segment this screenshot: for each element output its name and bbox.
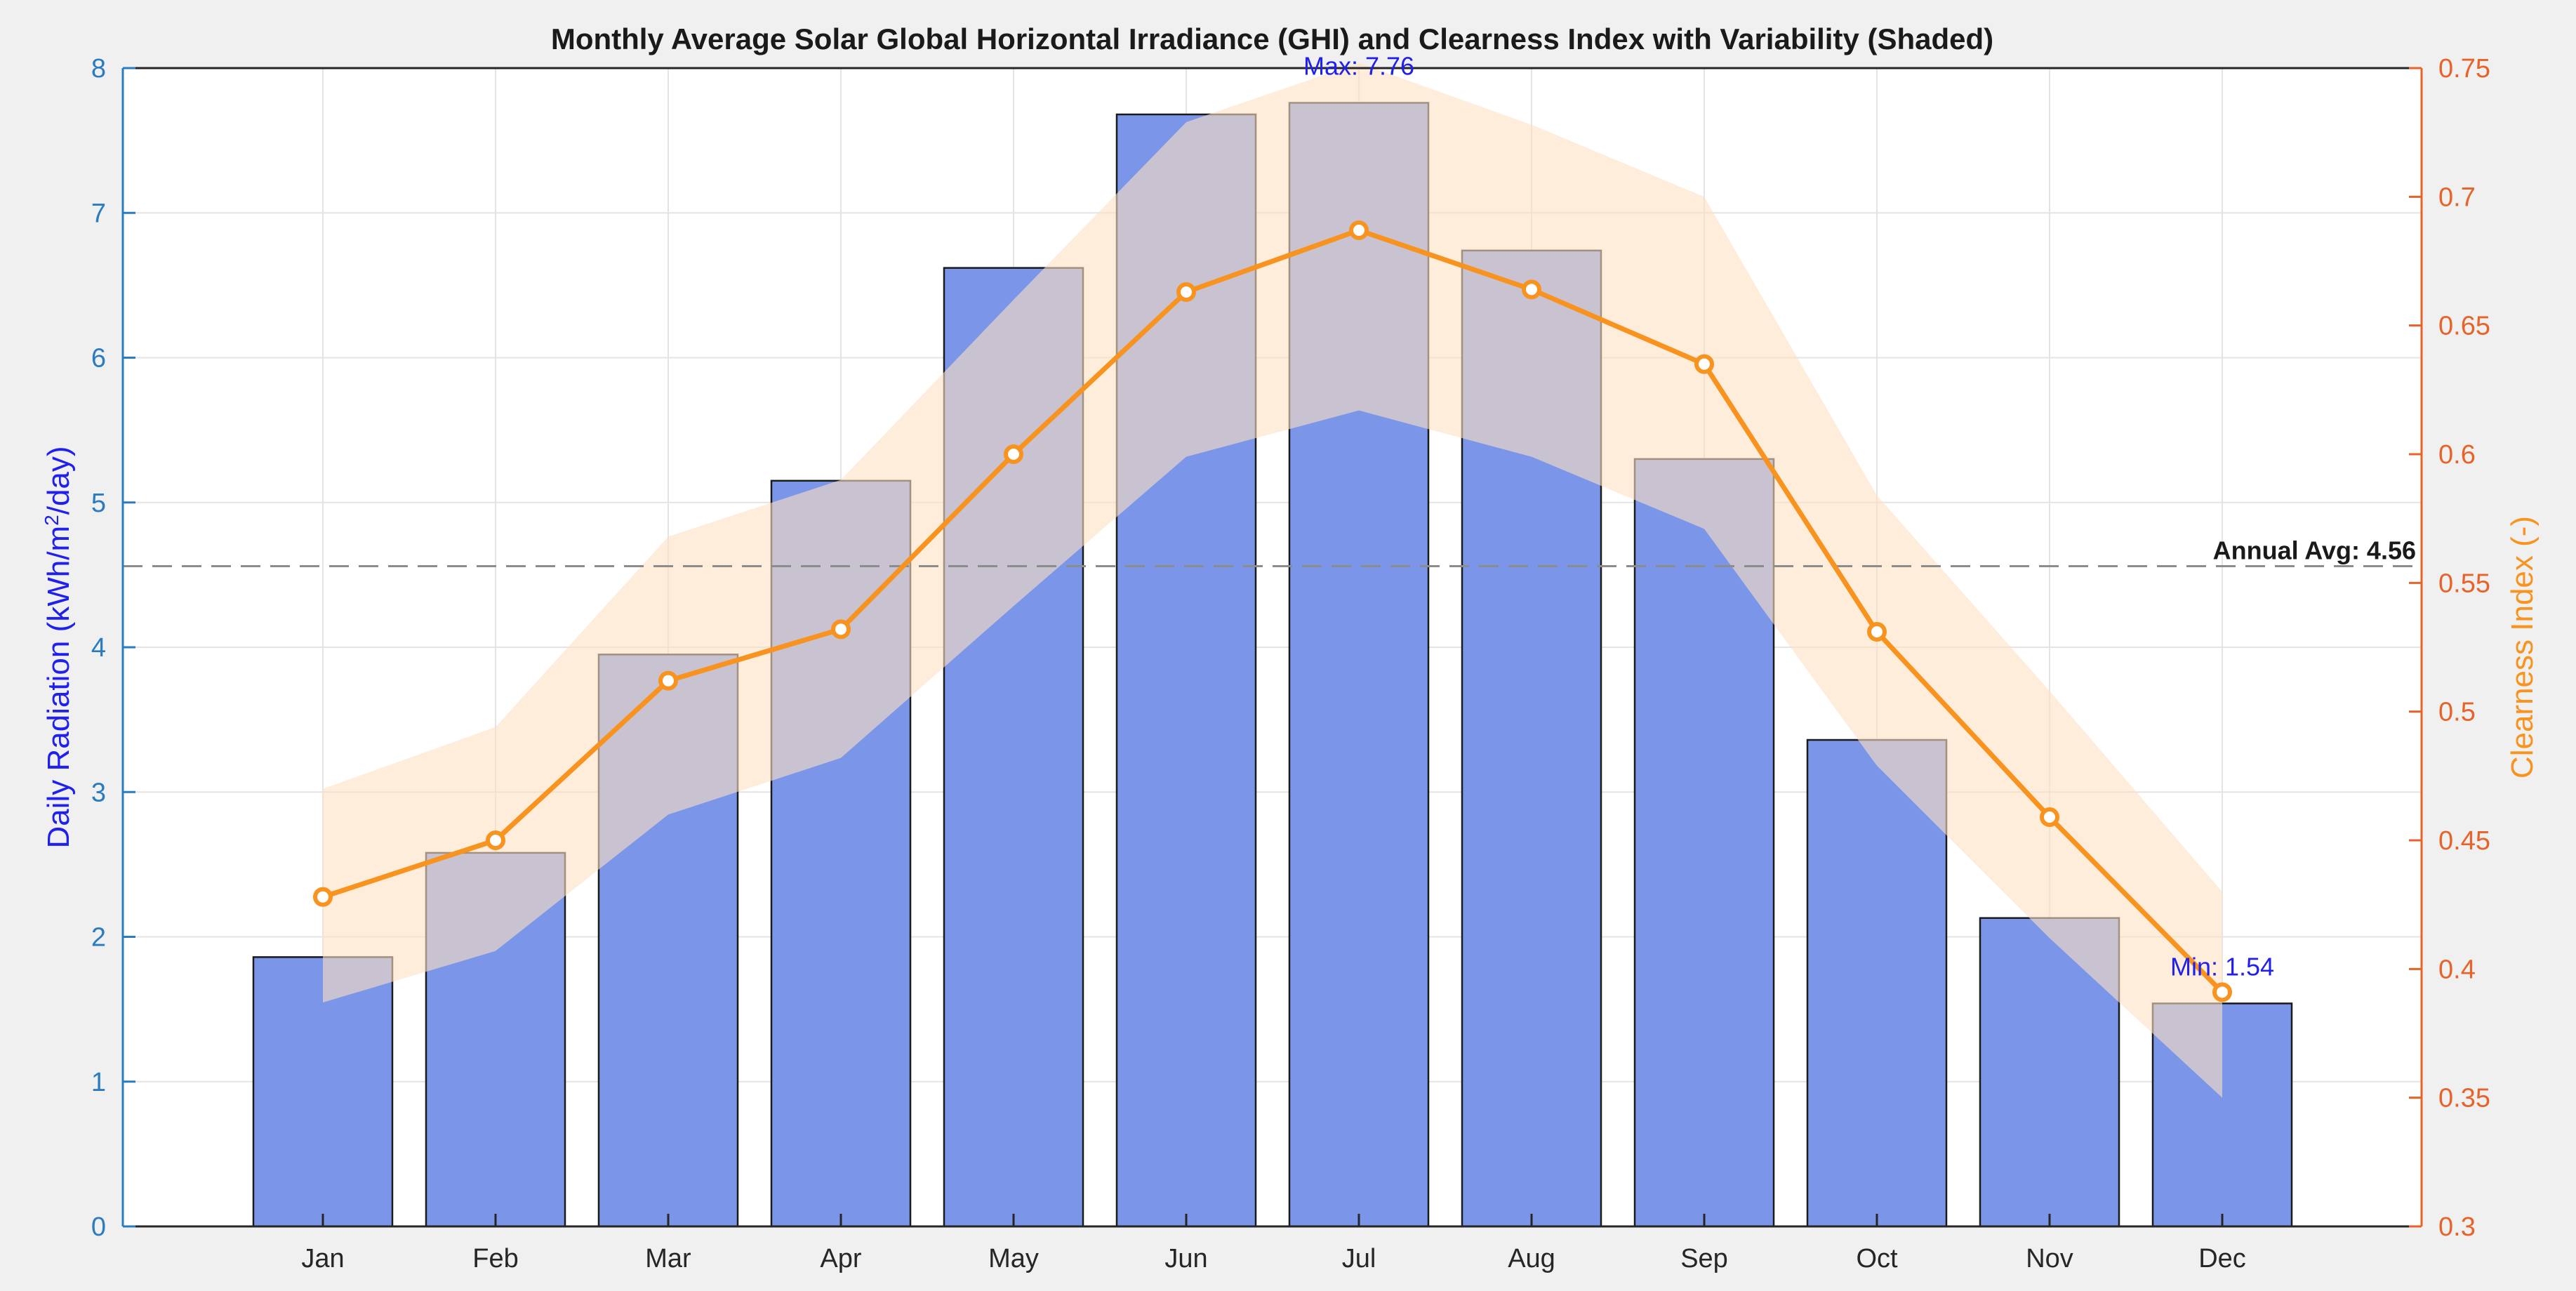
left-axis-label: Daily Radiation (kWh/m2/day)	[41, 446, 77, 848]
x-tick-label-aug: Aug	[1508, 1244, 1555, 1273]
x-tick-label-mar: Mar	[645, 1244, 691, 1273]
left-axis-label-suffix: /day)	[41, 446, 76, 515]
clearness-point-nov	[2040, 807, 2059, 827]
clearness-point-jun	[1176, 282, 1196, 302]
x-tick-label-sep: Sep	[1680, 1244, 1728, 1273]
clearness-point-feb	[486, 830, 505, 850]
x-tick-label-may: May	[988, 1244, 1039, 1273]
right-tick-label: 0.6	[2438, 440, 2476, 470]
right-tick-label: 0.7	[2438, 183, 2476, 212]
left-tick-label: 7	[91, 199, 106, 228]
x-tick-label-jun: Jun	[1164, 1244, 1207, 1273]
min-annotation: Min: 1.54	[2170, 952, 2274, 981]
axes	[121, 67, 2423, 1228]
left-tick-label: 5	[91, 489, 106, 518]
bar-oct	[1806, 739, 1948, 1228]
clearness-point-may	[1004, 444, 1023, 464]
clearness-point-aug	[1522, 279, 1541, 300]
right-axis-label: Clearness Index (-)	[2505, 516, 2540, 779]
x-tick-label-jul: Jul	[1342, 1244, 1376, 1273]
clearness-point-dec	[2212, 982, 2232, 1002]
variability-band	[323, 62, 2222, 1098]
clearness-point-oct	[1867, 622, 1887, 642]
variability-band-area	[323, 62, 2222, 1098]
clearness-line	[321, 227, 2224, 994]
left-tick-label: 1	[91, 1068, 106, 1097]
clearness-point-mar	[658, 670, 678, 691]
clearness-point-jan	[313, 887, 333, 907]
right-tick-label: 0.3	[2438, 1212, 2476, 1242]
right-tick-label: 0.75	[2438, 54, 2490, 84]
annual-average: Annual Avg: 4.56	[123, 536, 2422, 567]
right-tick-label: 0.45	[2438, 826, 2490, 856]
left-tick-label: 6	[91, 344, 106, 373]
clearness-point-apr	[831, 619, 851, 640]
x-tick-label-feb: Feb	[472, 1244, 518, 1273]
right-tick-label: 0.65	[2438, 312, 2490, 341]
chart-text: 0 1 2 3 4 5 6 7 8 0.3 0.35 0.4 0.45 0.5 0.55 0.6 0.65 0.7…	[41, 22, 2540, 1273]
left-axis-label-sup: 2	[41, 515, 62, 526]
left-axis-label-prefix: Daily Radiation (kWh/m	[41, 526, 76, 849]
clearness-point-sep	[1694, 354, 1714, 374]
x-tick-label-apr: Apr	[820, 1244, 861, 1273]
x-tick-label-jan: Jan	[301, 1244, 344, 1273]
right-tick-label: 0.4	[2438, 955, 2476, 984]
max-annotation: Max: 7.76	[1303, 52, 1414, 81]
x-tick-label-oct: Oct	[1856, 1244, 1898, 1273]
x-tick-label-nov: Nov	[2026, 1244, 2073, 1273]
left-tick-label: 4	[91, 633, 106, 663]
clearness-point-jul	[1349, 220, 1369, 240]
left-tick-label: 0	[91, 1212, 106, 1242]
x-tick-label-dec: Dec	[2198, 1244, 2246, 1273]
left-tick-label: 3	[91, 778, 106, 807]
right-tick-label: 0.35	[2438, 1084, 2490, 1113]
right-tick-label: 0.5	[2438, 698, 2476, 727]
clearness-series	[313, 220, 2232, 1002]
left-tick-label: 2	[91, 923, 106, 953]
right-tick-label: 0.55	[2438, 569, 2490, 598]
annual-avg-label: Annual Avg: 4.56	[2213, 536, 2416, 565]
left-tick-label: 8	[91, 54, 106, 84]
chart-title: Monthly Average Solar Global Horizontal …	[551, 22, 1993, 55]
